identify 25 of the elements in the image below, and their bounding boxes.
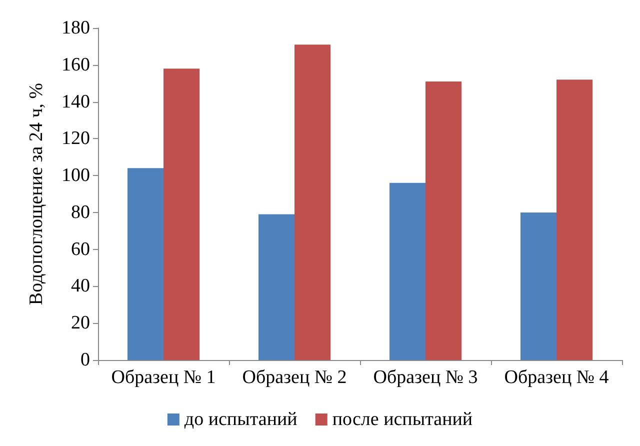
bar <box>127 168 164 360</box>
bar <box>556 80 593 360</box>
x-tick-label: Образец № 2 <box>242 367 347 388</box>
y-axis-title: Водопоглощение за 24 ч, % <box>26 82 47 306</box>
bar <box>520 212 556 360</box>
y-tick-label: 100 <box>62 165 90 186</box>
legend-label: до испытаний <box>184 409 298 430</box>
y-tick-label: 160 <box>62 54 90 76</box>
x-tick-label: Образец № 4 <box>504 367 610 388</box>
bar <box>294 44 331 360</box>
y-tick-label: 80 <box>71 202 90 223</box>
bar <box>258 214 294 360</box>
bar <box>164 68 200 360</box>
x-tick-label: Образец № 1 <box>111 367 216 388</box>
y-tick-label: 40 <box>71 276 90 297</box>
legend-label: после испытаний <box>332 409 473 430</box>
y-tick-label: 120 <box>62 128 90 150</box>
y-tick-label: 140 <box>62 91 90 112</box>
y-tick-label: 0 <box>80 350 90 370</box>
y-tick-label: 20 <box>71 312 90 334</box>
x-tick-label: Образец № 3 <box>373 367 478 388</box>
y-tick-label: 180 <box>62 18 90 38</box>
bar <box>426 81 462 360</box>
y-tick-label: 60 <box>71 238 90 260</box>
bar <box>389 182 426 360</box>
